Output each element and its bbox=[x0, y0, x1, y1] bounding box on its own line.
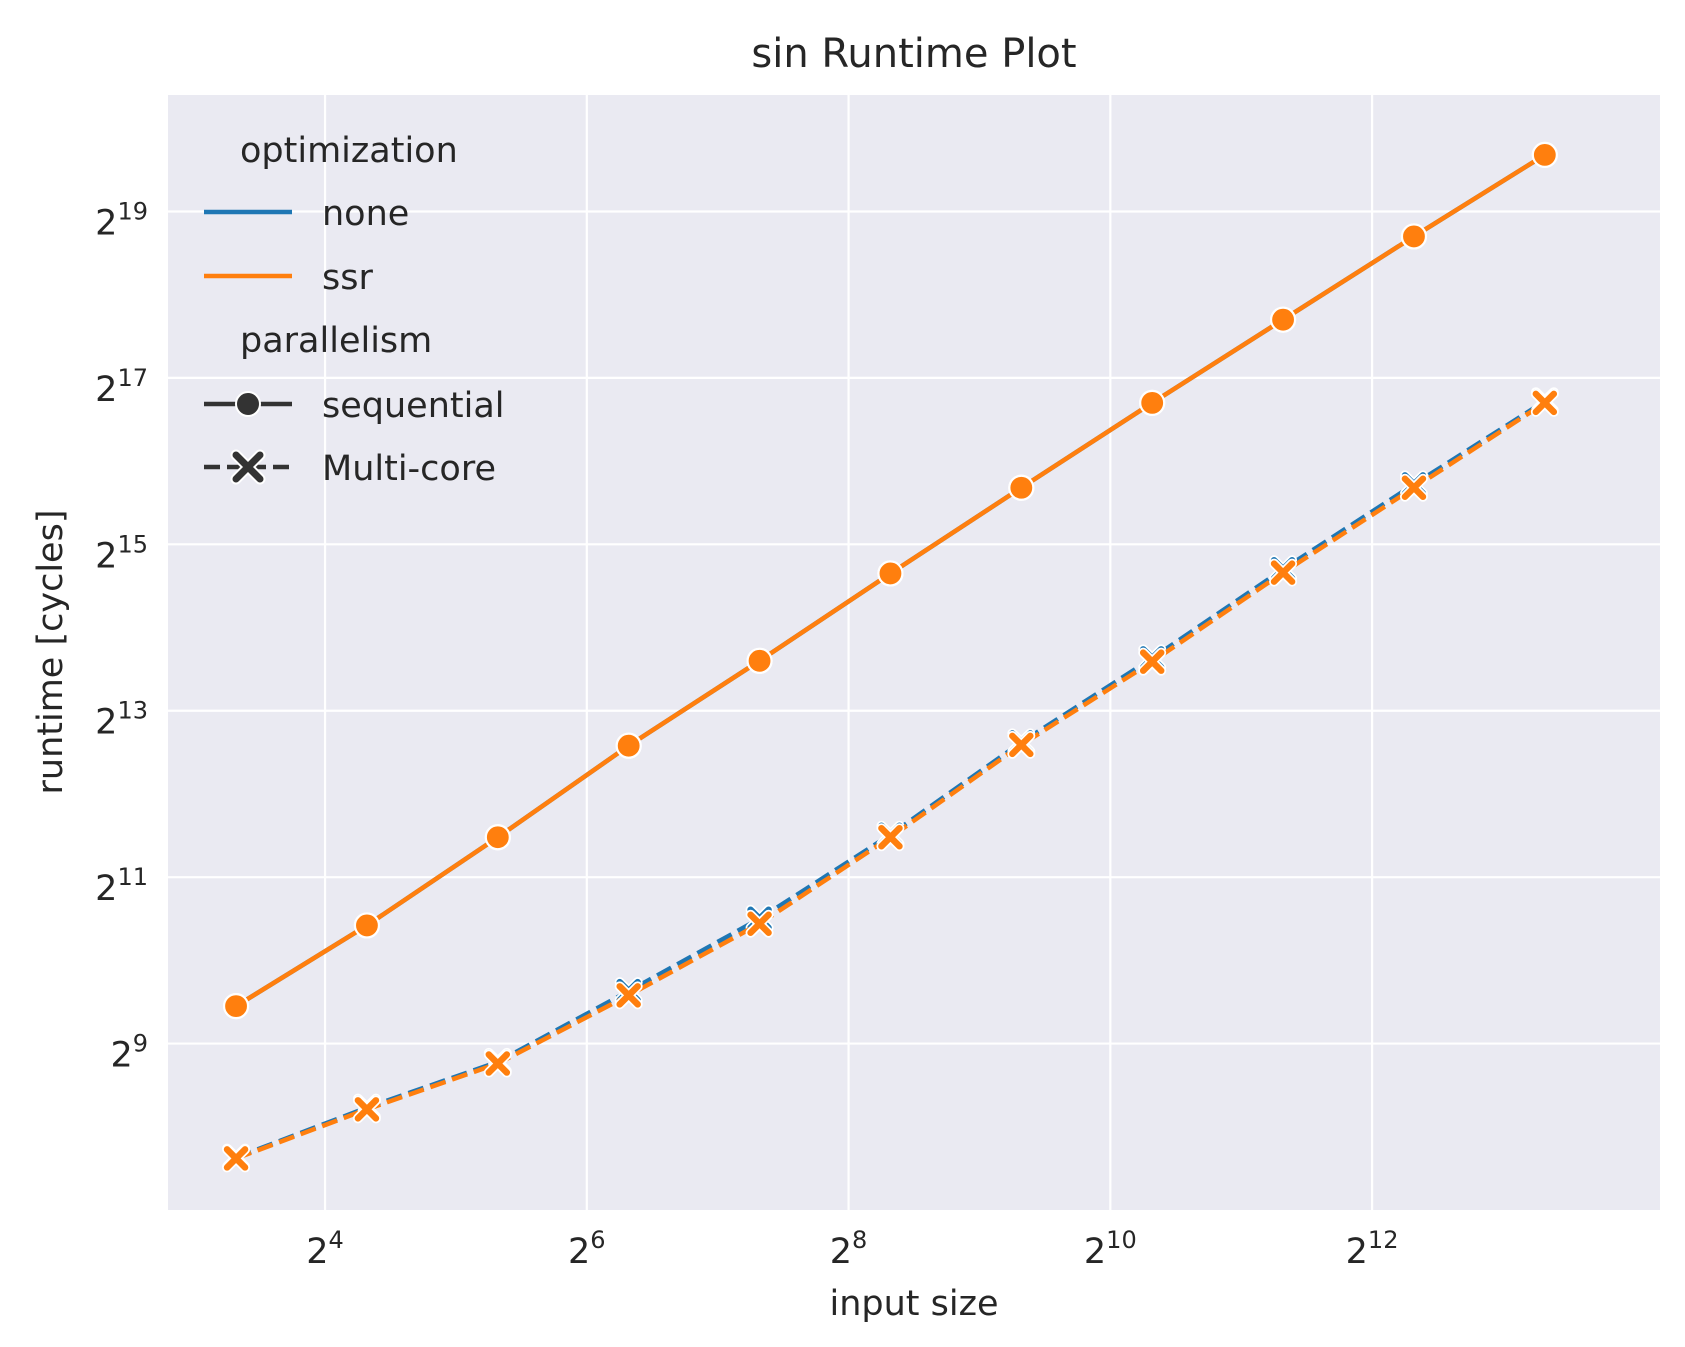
y-tick-label: 215 bbox=[95, 530, 148, 576]
x-tick-label: 212 bbox=[1346, 1226, 1399, 1272]
data-point bbox=[222, 1144, 251, 1173]
data-point bbox=[1400, 223, 1428, 250]
y-axis-label: runtime [cycles] bbox=[31, 510, 71, 795]
legend-swatch-sequential bbox=[204, 391, 292, 417]
legend-label-ssr: ssr bbox=[322, 258, 373, 298]
data-point bbox=[483, 1049, 512, 1078]
data-point bbox=[1530, 388, 1559, 417]
data-point bbox=[615, 732, 642, 759]
series-line bbox=[235, 400, 1547, 1161]
data-point bbox=[1139, 389, 1166, 416]
y-tick-label: 213 bbox=[95, 697, 148, 743]
data-point bbox=[1399, 473, 1428, 502]
legend-label-multi-core: Multi-core bbox=[322, 449, 496, 489]
legend-swatch-multi-core bbox=[204, 449, 292, 485]
data-point bbox=[746, 647, 773, 674]
data-point bbox=[745, 909, 774, 938]
data-point bbox=[614, 981, 643, 1010]
data-point bbox=[1138, 647, 1167, 676]
x-tick-label: 26 bbox=[568, 1226, 606, 1272]
data-point bbox=[353, 912, 381, 939]
data-point bbox=[484, 824, 511, 851]
x-tick-labels: 24 26 28 210 212 bbox=[306, 1226, 1398, 1272]
data-point bbox=[1007, 730, 1036, 759]
legend-label-sequential: sequential bbox=[322, 386, 505, 426]
data-point bbox=[877, 560, 904, 587]
chart-title: sin Runtime Plot bbox=[751, 31, 1076, 77]
x-tick-label: 24 bbox=[306, 1226, 344, 1272]
grid-lines bbox=[168, 95, 1660, 1210]
legend-title-parallelism: parallelism bbox=[240, 321, 432, 361]
series-ssr-sequential bbox=[222, 141, 1558, 1020]
series-layer bbox=[222, 141, 1559, 1173]
series-ssr-multi-core bbox=[222, 388, 1559, 1173]
y-tick-label: 217 bbox=[95, 364, 148, 410]
y-tick-label: 211 bbox=[95, 863, 148, 909]
data-point bbox=[1531, 141, 1558, 169]
y-tick-label: 29 bbox=[110, 1030, 148, 1076]
legend-label-none: none bbox=[322, 194, 409, 234]
data-point bbox=[352, 1095, 381, 1124]
data-point bbox=[222, 993, 250, 1020]
y-tick-label: 219 bbox=[95, 197, 148, 243]
legend: optimization none ssr parallelism sequen… bbox=[204, 131, 505, 489]
data-point bbox=[1008, 474, 1035, 501]
x-tick-label: 210 bbox=[1084, 1226, 1137, 1272]
data-point bbox=[1269, 558, 1298, 587]
x-tick-label: 28 bbox=[830, 1226, 868, 1272]
data-point bbox=[876, 823, 905, 852]
y-tick-labels: 29 211 213 215 217 219 bbox=[95, 197, 148, 1075]
plot-area bbox=[168, 95, 1660, 1210]
legend-title-optimization: optimization bbox=[240, 131, 458, 171]
x-axis-label: input size bbox=[829, 1284, 998, 1324]
data-point bbox=[1269, 306, 1297, 333]
